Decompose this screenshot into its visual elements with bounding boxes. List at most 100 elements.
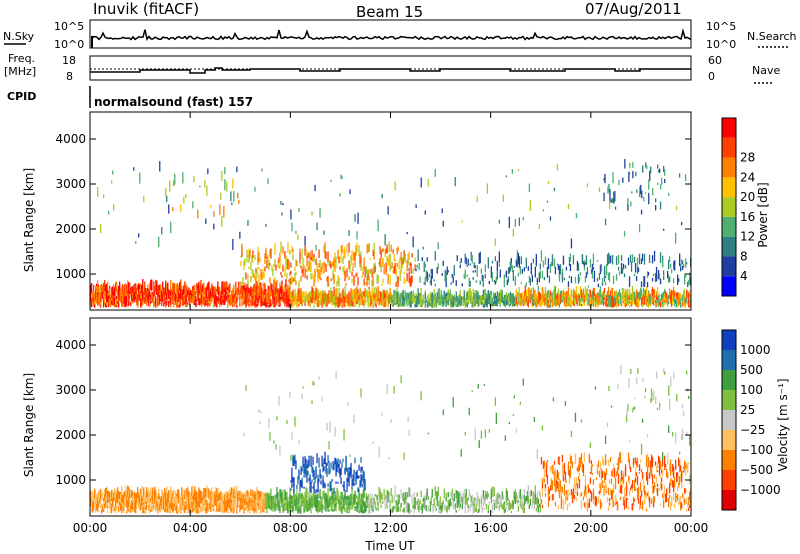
data-cell xyxy=(136,294,138,298)
data-cell xyxy=(190,294,192,301)
data-cell xyxy=(292,248,294,253)
data-cell xyxy=(550,466,553,470)
data-cell xyxy=(379,246,381,254)
data-cell xyxy=(360,289,362,298)
data-cell xyxy=(128,282,130,293)
data-cell xyxy=(204,296,206,303)
data-cell xyxy=(676,300,678,308)
data-cell xyxy=(282,290,284,300)
data-cell xyxy=(599,264,602,275)
data-cell xyxy=(531,302,533,306)
data-cell xyxy=(391,508,393,513)
data-cell xyxy=(351,501,353,510)
data-cell xyxy=(495,276,497,283)
data-cell xyxy=(461,283,463,287)
data-cell xyxy=(494,499,496,508)
data-cell xyxy=(290,507,292,513)
data-cell xyxy=(619,292,622,305)
data-cell xyxy=(476,492,478,503)
data-cell xyxy=(343,295,345,308)
data-cell xyxy=(248,248,250,255)
data-cell xyxy=(562,465,565,476)
data-cell xyxy=(97,509,99,512)
data-cell xyxy=(192,502,194,513)
data-cell xyxy=(523,495,525,506)
data-cell xyxy=(490,488,492,499)
data-cell xyxy=(404,494,406,501)
data-cell xyxy=(328,500,330,508)
data-cell xyxy=(631,299,634,305)
data-cell xyxy=(120,288,122,295)
data-cell xyxy=(103,194,105,199)
data-cell xyxy=(223,506,225,514)
data-cell xyxy=(372,498,374,510)
data-cell xyxy=(618,179,620,186)
data-cell xyxy=(291,300,293,308)
data-cell xyxy=(221,281,223,292)
data-cell xyxy=(207,168,209,175)
data-cell xyxy=(338,499,340,504)
data-cell xyxy=(242,507,244,511)
data-cell xyxy=(321,267,323,275)
data-cell xyxy=(187,290,189,296)
data-cell xyxy=(300,296,302,304)
data-cell xyxy=(377,219,379,232)
data-cell xyxy=(609,188,611,201)
data-cell xyxy=(241,494,243,503)
data-cell xyxy=(553,295,556,305)
data-cell xyxy=(240,491,242,503)
data-cell xyxy=(316,303,318,307)
data-cell xyxy=(231,292,233,304)
data-cell xyxy=(250,300,252,305)
data-cell xyxy=(386,292,388,299)
data-cell xyxy=(538,223,540,230)
data-cell xyxy=(306,255,308,267)
data-cell xyxy=(678,292,680,304)
data-cell xyxy=(297,234,299,240)
data-cell xyxy=(250,505,252,508)
data-cell xyxy=(153,296,155,308)
data-cell xyxy=(337,299,339,307)
data-cell xyxy=(526,501,528,505)
data-cell xyxy=(681,259,683,265)
data-cell xyxy=(355,287,357,300)
data-cell xyxy=(103,497,105,504)
data-cell xyxy=(116,281,118,293)
data-cell xyxy=(459,261,461,264)
data-cell xyxy=(557,482,560,493)
data-cell xyxy=(498,251,500,263)
data-cell xyxy=(258,498,260,501)
data-cell xyxy=(385,299,387,307)
data-cell xyxy=(372,267,374,274)
data-cell xyxy=(507,267,509,275)
data-cell xyxy=(264,504,266,510)
data-cell xyxy=(175,490,177,497)
data-cell xyxy=(146,501,148,505)
data-cell xyxy=(245,297,247,308)
data-cell xyxy=(211,296,213,302)
data-cell xyxy=(269,302,271,307)
data-cell xyxy=(545,293,548,305)
data-cell xyxy=(161,489,163,499)
data-cell xyxy=(243,502,245,511)
data-cell xyxy=(463,274,465,279)
data-cell xyxy=(520,282,522,285)
data-cell xyxy=(275,297,277,305)
data-cell xyxy=(603,270,606,282)
data-cell xyxy=(419,295,421,305)
data-cell xyxy=(365,289,367,297)
data-cell xyxy=(165,492,167,501)
data-cell xyxy=(688,279,690,286)
data-cell xyxy=(210,294,212,298)
data-cell xyxy=(566,504,569,511)
data-cell xyxy=(633,273,636,277)
data-cell xyxy=(603,192,605,202)
data-cell xyxy=(180,496,182,503)
data-cell xyxy=(161,290,163,299)
data-cell xyxy=(344,295,346,304)
data-cell xyxy=(456,296,458,305)
data-cell xyxy=(662,303,664,307)
data-cell xyxy=(274,277,276,287)
data-cell xyxy=(602,297,605,301)
data-cell xyxy=(121,504,123,513)
